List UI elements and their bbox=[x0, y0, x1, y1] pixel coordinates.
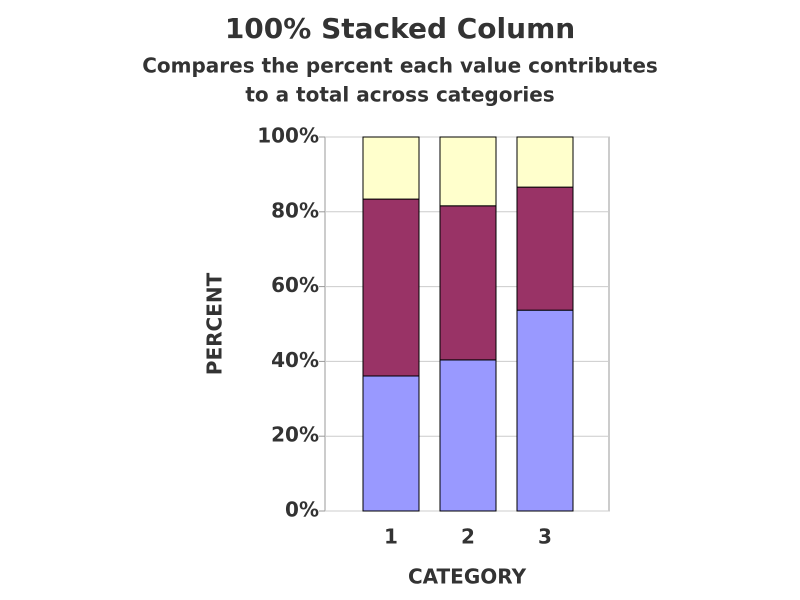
y-tick-label: 20% bbox=[271, 423, 319, 447]
y-tick-label: 60% bbox=[271, 273, 319, 297]
bar-segment bbox=[516, 309, 574, 512]
x-axis-title: CATEGORY bbox=[408, 565, 527, 589]
y-tick-label: 40% bbox=[271, 348, 319, 372]
bar-segment bbox=[439, 136, 497, 207]
bar-segment bbox=[439, 359, 497, 512]
bar-segment bbox=[362, 198, 420, 377]
chart-title: 100% Stacked Column bbox=[225, 12, 575, 45]
bar-segment bbox=[362, 375, 420, 512]
y-tick-label: 100% bbox=[257, 124, 319, 148]
bar-segment bbox=[516, 186, 574, 311]
bar-segment bbox=[362, 136, 420, 200]
x-tick-label: 2 bbox=[461, 525, 475, 549]
x-tick-label: 3 bbox=[538, 525, 552, 549]
chart-subtitle: to a total across categories bbox=[245, 83, 554, 107]
x-tick-label: 1 bbox=[384, 525, 398, 549]
y-tick-label: 80% bbox=[271, 198, 319, 222]
y-axis-title: PERCENT bbox=[203, 272, 227, 375]
bar-segment bbox=[516, 136, 574, 188]
y-tick-label: 0% bbox=[285, 498, 319, 522]
chart-subtitle: Compares the percent each value contribu… bbox=[142, 54, 658, 78]
bar-segment bbox=[439, 205, 497, 361]
